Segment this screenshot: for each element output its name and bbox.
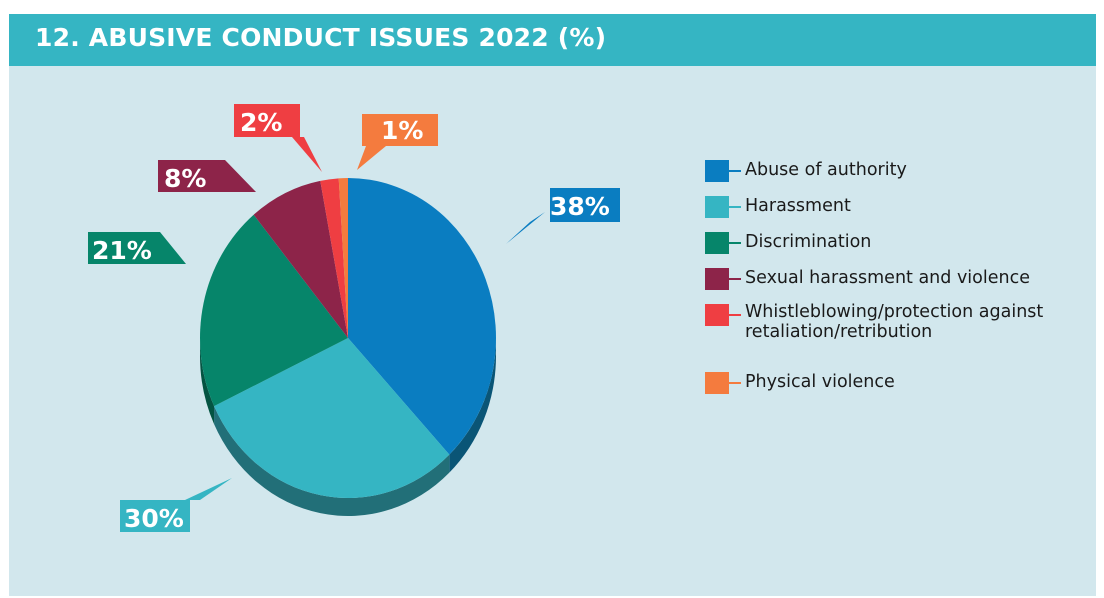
legend-swatch [705,304,729,326]
callout-abuse-of-authority: 38% [506,188,620,244]
pie-slice-whistleblowing-protection-against-retaliation-retribution [320,178,348,338]
legend-swatch [705,372,729,394]
legend-label: Harassment [745,196,851,216]
legend-label: Whistleblowing/protection against retali… [745,302,1044,342]
legend-label: Abuse of authority [745,160,907,180]
callout-pointer [292,137,322,172]
data-label: 21% [92,236,152,265]
chart-title: 12. ABUSIVE CONDUCT ISSUES 2022 (%) [35,23,607,52]
data-label: 8% [164,164,206,193]
data-label: 38% [550,192,610,221]
legend-connector [729,170,741,172]
callout-harassment: 30% [120,478,232,533]
pie-slice-discrimination [200,214,348,407]
callout-whistleblowing-protection-against-retaliation-retribution: 2% [234,104,322,172]
pie-side-abuse-of-authority [449,338,496,473]
callout-box [550,188,620,222]
callout-pointer [185,478,232,500]
data-label: 2% [240,108,282,137]
legend-connector [729,314,741,316]
pie-slice-abuse-of-authority [348,178,496,455]
pie-slice-physical-violence [338,178,348,338]
callout-box [88,232,160,264]
pie-side-harassment [214,406,450,516]
data-label: 30% [124,504,184,533]
pie-slice-sexual-harassment-and-violence [253,180,348,338]
data-label: 1% [381,116,423,145]
callout-pointer [506,212,545,244]
pie-side-discrimination [200,338,215,425]
callout-box [120,500,190,532]
legend-swatch [705,160,729,182]
legend-connector [729,206,741,208]
callout-discrimination: 21% [88,232,186,265]
legend-label: Discrimination [745,232,872,252]
callout-physical-violence: 1% [357,114,438,170]
legend-swatch [705,196,729,218]
legend-swatch [705,268,729,290]
pie-slice-harassment [214,338,450,498]
title-bar: 12. ABUSIVE CONDUCT ISSUES 2022 (%) [9,14,1096,66]
legend-label: Sexual harassment and violence [745,268,1030,288]
legend-swatch [705,232,729,254]
callout-pointer [160,232,186,264]
legend-connector [729,242,741,244]
legend-connector [729,382,741,384]
legend-label: Physical violence [745,372,895,392]
callout-box [158,160,225,192]
legend-connector [729,278,741,280]
callout-pointer [225,160,256,192]
callout-box [234,104,300,137]
callout-box [362,114,438,146]
callout-pointer [357,146,386,170]
callout-sexual-harassment-and-violence: 8% [158,160,256,193]
